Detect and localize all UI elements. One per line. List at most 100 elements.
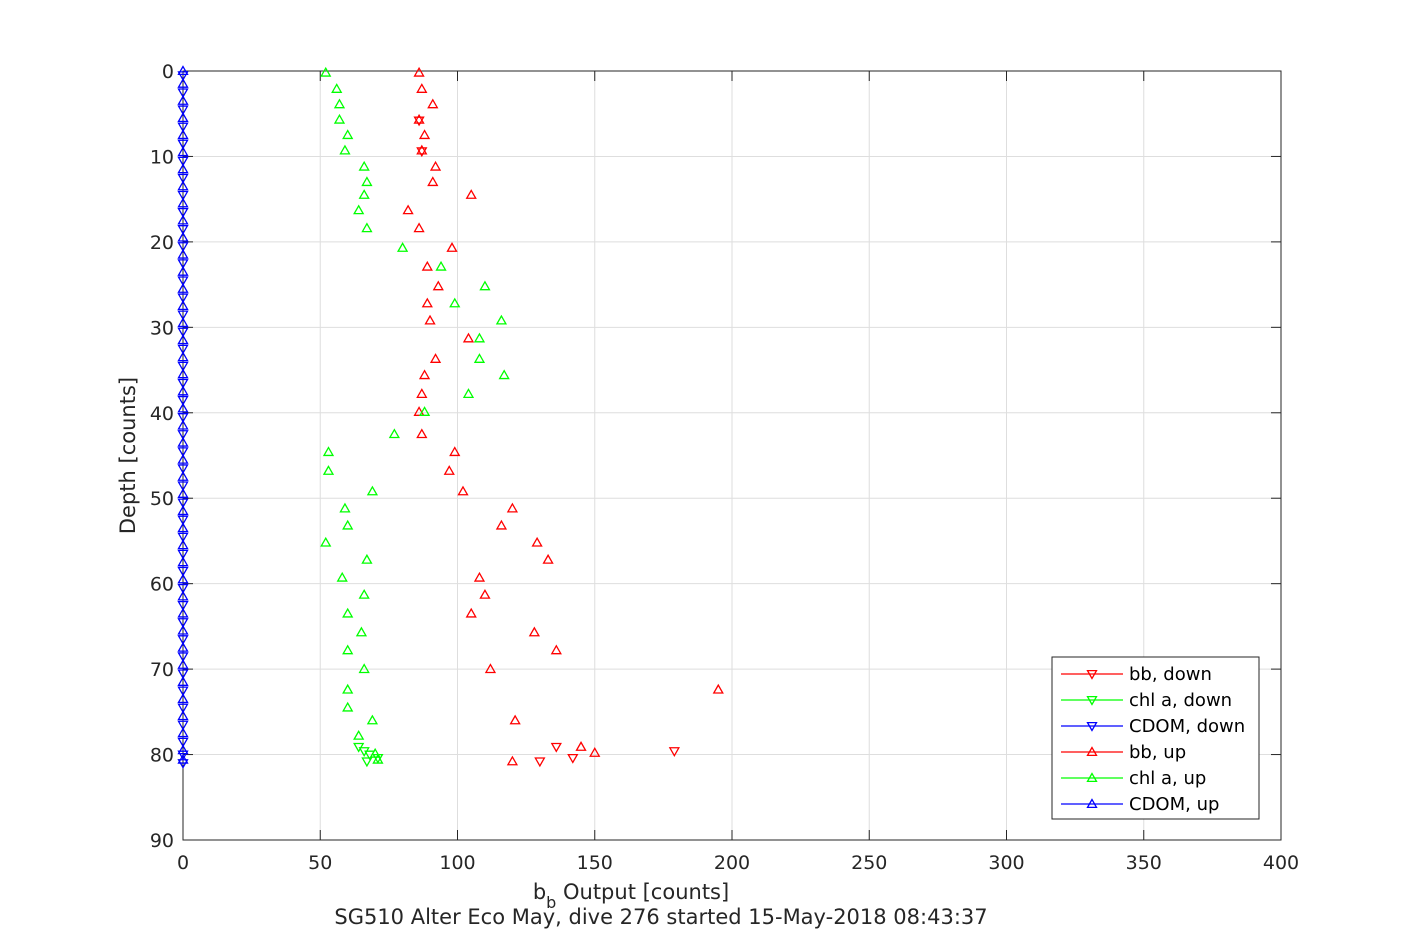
data-point: [177, 71, 189, 82]
data-point: [177, 481, 189, 492]
data-point: [418, 369, 431, 380]
data-point: [495, 519, 508, 530]
data-series: [177, 65, 724, 769]
data-point: [177, 737, 189, 748]
x-tick-label: 200: [714, 852, 750, 874]
data-point: [177, 464, 189, 475]
data-point: [177, 710, 189, 721]
data-point: [177, 618, 189, 628]
data-point: [462, 332, 475, 343]
data-point: [177, 300, 189, 310]
data-point: [473, 332, 486, 343]
data-point: [506, 755, 519, 766]
x-tick-label: 50: [308, 852, 332, 874]
legend-label: bb, down: [1129, 664, 1212, 685]
legend-item: CDOM, down: [1061, 716, 1245, 737]
data-point: [333, 113, 346, 124]
data-point: [177, 635, 189, 646]
data-point: [429, 160, 442, 171]
data-point: [320, 66, 332, 77]
data-point: [361, 757, 373, 768]
data-point: [449, 297, 461, 308]
data-point: [177, 515, 189, 526]
data-point: [336, 571, 348, 582]
data-point: [177, 402, 189, 413]
data-point: [416, 428, 428, 439]
data-point: [427, 176, 439, 187]
data-point: [177, 419, 189, 430]
data-point: [177, 207, 189, 218]
data-point: [342, 519, 354, 530]
data-point: [177, 532, 189, 543]
data-point: [416, 83, 428, 93]
data-point: [353, 204, 365, 215]
data-point: [177, 95, 189, 105]
data-point: [668, 747, 680, 757]
data-point: [177, 139, 189, 150]
data-point: [484, 663, 497, 674]
data-point: [177, 276, 189, 287]
data-point: [435, 260, 447, 271]
data-point: [465, 607, 477, 618]
data-point: [421, 297, 433, 308]
data-point: [177, 413, 189, 423]
data-point: [177, 573, 189, 584]
data-point: [177, 214, 189, 225]
data-point: [427, 98, 439, 109]
y-tick-label: 10: [150, 146, 174, 168]
x-tick-label: 150: [577, 852, 613, 874]
data-point: [177, 265, 189, 276]
data-point: [177, 583, 189, 594]
data-point: [177, 283, 189, 293]
data-point: [177, 652, 189, 663]
data-point: [432, 280, 444, 291]
data-point: [531, 536, 543, 547]
data-point: [177, 190, 189, 201]
legend-label: chl a, up: [1129, 768, 1206, 789]
data-point: [342, 644, 354, 655]
data-point: [177, 549, 189, 560]
data-point: [177, 703, 189, 714]
legend-item: CDOM, up: [1061, 794, 1219, 815]
data-point: [333, 98, 346, 109]
y-tick-label: 50: [150, 488, 174, 510]
data-point: [342, 683, 354, 694]
data-point: [416, 147, 428, 158]
data-point: [177, 498, 189, 509]
y-axis-label: Depth [counts]: [116, 377, 140, 534]
y-tick-label: 0: [162, 61, 174, 83]
grid: [183, 71, 1281, 840]
data-point: [177, 693, 189, 704]
data-point: [416, 144, 428, 155]
data-point: [177, 641, 189, 652]
data-point: [177, 395, 189, 406]
legend-label: bb, up: [1129, 742, 1186, 763]
legend-label: CDOM, down: [1129, 716, 1245, 737]
legend-marker: [1086, 695, 1098, 706]
data-point: [177, 471, 189, 481]
data-point: [358, 160, 370, 171]
data-point: [361, 222, 373, 233]
data-point: [429, 353, 442, 363]
x-tick-label: 300: [988, 852, 1024, 874]
x-tick-label: 350: [1126, 852, 1162, 874]
legend-marker: [1086, 746, 1098, 757]
data-point: [177, 659, 189, 669]
y-tick-label: 40: [150, 403, 174, 425]
x-axis-label-subscript: b: [546, 893, 556, 912]
y-tick-label: 20: [150, 232, 174, 254]
data-point: [177, 505, 189, 516]
data-point: [495, 314, 508, 325]
data-point: [449, 446, 461, 457]
data-point: [177, 344, 189, 355]
data-point: [177, 727, 189, 738]
legend-item: bb, down: [1061, 664, 1212, 685]
legend-item: bb, up: [1061, 742, 1186, 763]
data-point: [177, 105, 189, 116]
data-point: [177, 173, 189, 184]
data-point: [177, 720, 189, 731]
data-point: [177, 248, 189, 259]
data-point: [177, 378, 189, 389]
data-point: [416, 388, 428, 399]
